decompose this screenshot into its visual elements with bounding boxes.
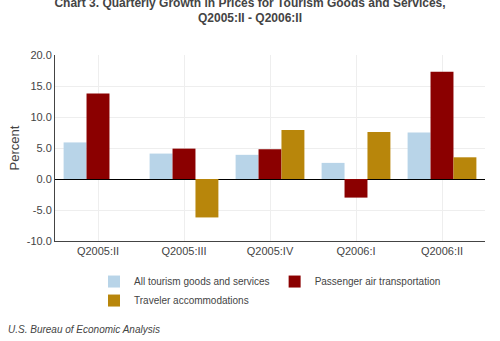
svg-text:Percent: Percent <box>7 125 22 170</box>
svg-text:-5.0: -5.0 <box>33 204 52 216</box>
svg-text:15.0: 15.0 <box>30 80 51 92</box>
svg-text:Q2006:I: Q2006:I <box>336 245 375 257</box>
svg-text:10.0: 10.0 <box>30 111 51 123</box>
svg-text:-10.0: -10.0 <box>27 235 52 247</box>
svg-text:Chart 3. Quarterly Growth in P: Chart 3. Quarterly Growth in Prices for … <box>54 0 445 25</box>
svg-text:Q2005:III: Q2005:III <box>161 245 206 257</box>
svg-text:Q2006:II: Q2006:II <box>421 245 463 257</box>
svg-text:All tourism goods and services: All tourism goods and services <box>134 276 270 287</box>
svg-text:Traveler accommodations: Traveler accommodations <box>134 295 249 306</box>
svg-text:Passenger air transportation: Passenger air transportation <box>315 276 441 287</box>
svg-text:Q2005:II: Q2005:II <box>77 245 119 257</box>
svg-text:0.0: 0.0 <box>37 173 52 185</box>
svg-text:Q2005:IV: Q2005:IV <box>247 245 294 257</box>
svg-text:5.0: 5.0 <box>37 142 52 154</box>
svg-text:20.0: 20.0 <box>30 49 51 61</box>
svg-text:U.S. Bureau of Economic Analys: U.S. Bureau of Economic Analysis <box>8 324 160 335</box>
